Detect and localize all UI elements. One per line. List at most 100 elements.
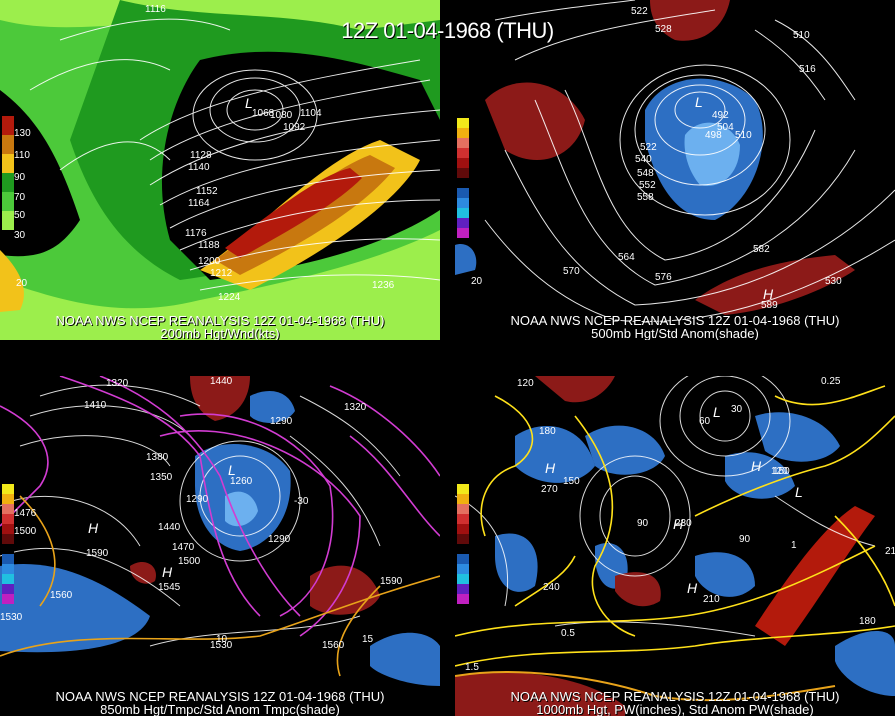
contour-label: 0.25 xyxy=(821,376,841,387)
caption-line1: NOAA NWS NCEP REANALYSIS 12Z 01-04-1968 … xyxy=(55,689,385,704)
contour-label: 1380 xyxy=(146,452,169,463)
contour-label: 576 xyxy=(655,272,672,283)
caption-line1: NOAA NWS NCEP REANALYSIS 12Z 01-04-1968 … xyxy=(510,313,840,328)
edge-label: 10 xyxy=(216,634,228,645)
caption-line1: NOAA NWS NCEP REANALYSIS 12Z 01-04-1968 … xyxy=(55,313,385,328)
contour-label: 270 xyxy=(541,484,558,495)
legend-850mb xyxy=(2,484,14,604)
legend-500mb xyxy=(457,118,469,238)
contour-label: 180 xyxy=(539,426,556,437)
contour-label: 558 xyxy=(637,192,654,203)
contour-label: 522 xyxy=(631,6,648,17)
contour-label: 589 xyxy=(761,300,778,311)
edge-label: 20 xyxy=(16,278,28,289)
contour-label: 492 xyxy=(712,110,729,121)
legend-label: 50 xyxy=(14,210,26,221)
contour-label: 1590 xyxy=(86,548,109,559)
low-center: L xyxy=(245,95,253,111)
contour-label: 1530 xyxy=(210,640,233,651)
contour-label: 1152 xyxy=(196,186,218,197)
high-center: H xyxy=(763,286,774,302)
contour-label: 528 xyxy=(655,24,672,35)
contour-label: 1212 xyxy=(210,268,233,279)
legend-200mb xyxy=(2,116,14,230)
contour-label: 1410 xyxy=(84,400,107,411)
contour-label: 1116 xyxy=(145,4,166,15)
legend-1000mb xyxy=(457,484,469,604)
high-center: H xyxy=(88,520,99,536)
page-title: 12Z 01-04-1968 (THU) xyxy=(341,18,554,43)
contour-label: 564 xyxy=(618,252,635,263)
contour-label: 150 xyxy=(773,466,790,477)
contour-label: 240 xyxy=(543,582,560,593)
contour-label: 120 xyxy=(771,466,788,477)
contour-label: 498 xyxy=(705,130,722,141)
contour-label: 530 xyxy=(825,276,842,287)
map-200mb xyxy=(0,0,440,340)
legend-label: 30 xyxy=(14,230,26,241)
contour-label: 548 xyxy=(637,168,654,179)
contour-label: 1200 xyxy=(198,256,221,267)
contour-label: 150 xyxy=(563,476,580,487)
contour-label: 60 xyxy=(699,416,711,427)
contour-label: 510 xyxy=(793,30,810,41)
legend-label: 110 xyxy=(14,150,30,161)
contour-label: 1290 xyxy=(186,494,209,505)
contour-label: 1560 xyxy=(50,590,73,601)
contour-label: 1290 xyxy=(270,416,293,427)
contour-label: 1320 xyxy=(106,378,129,389)
contour-label: 1350 xyxy=(150,472,173,483)
panel-1000mb: 120 180 150 30 270 240 210 0.25 0.5 1 1.… xyxy=(455,376,895,716)
contour-label: 30 xyxy=(731,404,743,415)
panel-850mb: 1440 1290 1320 1410 1260 1380 1350 1290 … xyxy=(0,376,440,716)
contour-label: 1104 xyxy=(300,108,322,119)
map-500mb xyxy=(455,0,895,323)
contour-label: 1440 xyxy=(210,376,233,387)
contour-label: 210 xyxy=(703,594,720,605)
high-center: H xyxy=(673,516,684,532)
contour-label: 1224 xyxy=(218,292,241,303)
contour-label: 1.5 xyxy=(465,662,479,673)
panel-200mb: 130 110 90 70 50 30 1116 1068 1080 1092 … xyxy=(0,0,440,340)
contour-label: 1080 xyxy=(270,110,293,121)
low-center: L xyxy=(228,462,236,478)
high-center: H xyxy=(162,564,173,580)
contour-label: 1470 xyxy=(172,542,195,553)
contour-label: 1 xyxy=(791,540,797,551)
contour-label: 230 xyxy=(675,518,692,529)
legend-label: 90 xyxy=(14,172,26,183)
contour-label: 570 xyxy=(563,266,580,277)
contour-label: 1500 xyxy=(178,556,201,567)
contour-label: 120 xyxy=(517,378,534,389)
edge-label: 1530 xyxy=(0,612,23,623)
legend-label: 130 xyxy=(14,128,31,139)
contour-label: 1128 xyxy=(190,150,212,161)
contour-label: 504 xyxy=(717,122,734,133)
legend-label: 70 xyxy=(14,192,26,203)
contour-label: 540 xyxy=(635,154,652,165)
contour-label: 510 xyxy=(735,130,752,141)
contour-label: 1545 xyxy=(158,582,181,593)
high-center: H xyxy=(687,580,698,596)
caption-line1: NOAA NWS NCEP REANALYSIS 12Z 01-04-1968 … xyxy=(510,689,840,704)
edge-label: 15 xyxy=(362,634,374,645)
contour-label: 90 xyxy=(739,534,751,545)
contour-label: 1188 xyxy=(198,240,220,251)
contour-label: 0.5 xyxy=(561,628,575,639)
caption-line2: 850mb Hgt/Tmpc/Std Anom Tmpc(shade) xyxy=(100,702,340,716)
map-850mb xyxy=(0,376,440,686)
map-1000mb xyxy=(455,376,895,716)
caption-line2: 500mb Hgt/Std Anom(shade) xyxy=(591,326,759,340)
contour-label: 1476 xyxy=(14,508,37,519)
caption-line2: 1000mb Hgt, PW(inches), Std Anom PW(shad… xyxy=(536,702,814,716)
high-center: H xyxy=(751,458,762,474)
contour-label: 1440 xyxy=(158,522,181,533)
contour-label: 90 xyxy=(637,518,649,529)
contour-label: 1560 xyxy=(322,640,345,651)
contour-label: 522 xyxy=(640,142,657,153)
contour-label: 516 xyxy=(799,64,816,75)
contour-label: 1260 xyxy=(230,476,253,487)
panel-500mb: 522 528 510 516 492 504 498 510 522 540 … xyxy=(455,0,895,340)
contour-label: 1068 xyxy=(252,108,275,119)
contour-label: 1500 xyxy=(14,526,37,537)
